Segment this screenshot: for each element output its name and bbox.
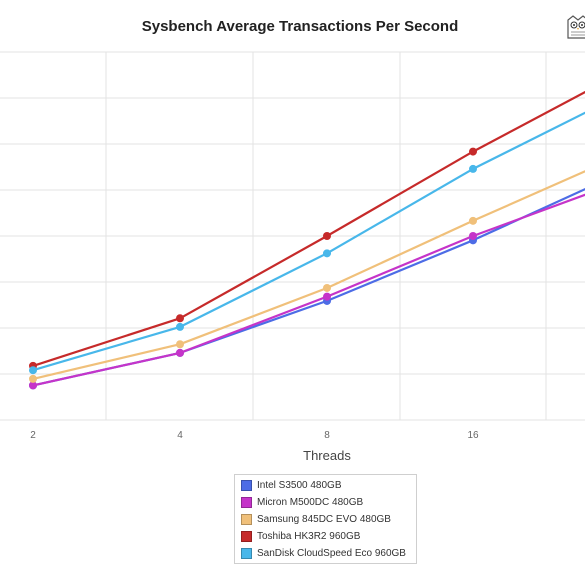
- series-line-0: [32, 187, 585, 387]
- data-point: [469, 147, 477, 156]
- legend-label: Micron M500DC 480GB: [257, 497, 364, 508]
- x-tick-label: 4: [177, 430, 183, 441]
- legend-swatch: [241, 480, 252, 491]
- data-point: [29, 366, 37, 375]
- series-line-3: [32, 90, 585, 367]
- x-tick-label: 8: [324, 430, 330, 441]
- data-point: [323, 232, 331, 240]
- data-point: [323, 249, 331, 258]
- legend-label: Samsung 845DC EVO 480GB: [257, 514, 391, 525]
- owl-mascot-icon: [567, 15, 585, 39]
- chart-title: Sysbench Average Transactions Per Second: [141, 18, 459, 35]
- legend-item: Intel S3500 480GB: [235, 477, 416, 494]
- legend-swatch: [241, 514, 252, 525]
- legend-item: Micron M500DC 480GB: [235, 494, 416, 511]
- data-point: [29, 374, 37, 383]
- x-axis-label: Threads: [303, 448, 351, 463]
- legend-label: SanDisk CloudSpeed Eco 960GB: [257, 548, 406, 559]
- data-point: [469, 216, 477, 225]
- series-line-1: [32, 193, 585, 387]
- chart-legend: Intel S3500 480GB Micron M500DC 480GB Sams…: [234, 474, 417, 564]
- data-point: [176, 322, 184, 331]
- legend-swatch: [241, 531, 252, 542]
- legend-swatch: [241, 548, 252, 559]
- data-point: [469, 164, 477, 173]
- chart-plot-area: 2481632Threads: [0, 51, 585, 463]
- legend-item: Samsung 845DC EVO 480GB: [235, 511, 416, 528]
- legend-item: SanDisk CloudSpeed Eco 960GB: [235, 545, 416, 562]
- legend-item: Toshiba HK3R2 960GB: [235, 528, 416, 545]
- data-point: [176, 314, 184, 323]
- data-point: [29, 381, 37, 390]
- data-point: [176, 348, 184, 357]
- legend-swatch: [241, 497, 252, 508]
- legend-label: Toshiba HK3R2 960GB: [257, 531, 361, 542]
- data-point: [469, 232, 477, 240]
- data-point: [323, 292, 331, 301]
- data-point: [176, 340, 184, 349]
- data-point: [323, 283, 331, 292]
- x-tick-label: 2: [30, 430, 36, 441]
- legend-label: Intel S3500 480GB: [257, 480, 342, 491]
- x-tick-label: 16: [467, 430, 479, 441]
